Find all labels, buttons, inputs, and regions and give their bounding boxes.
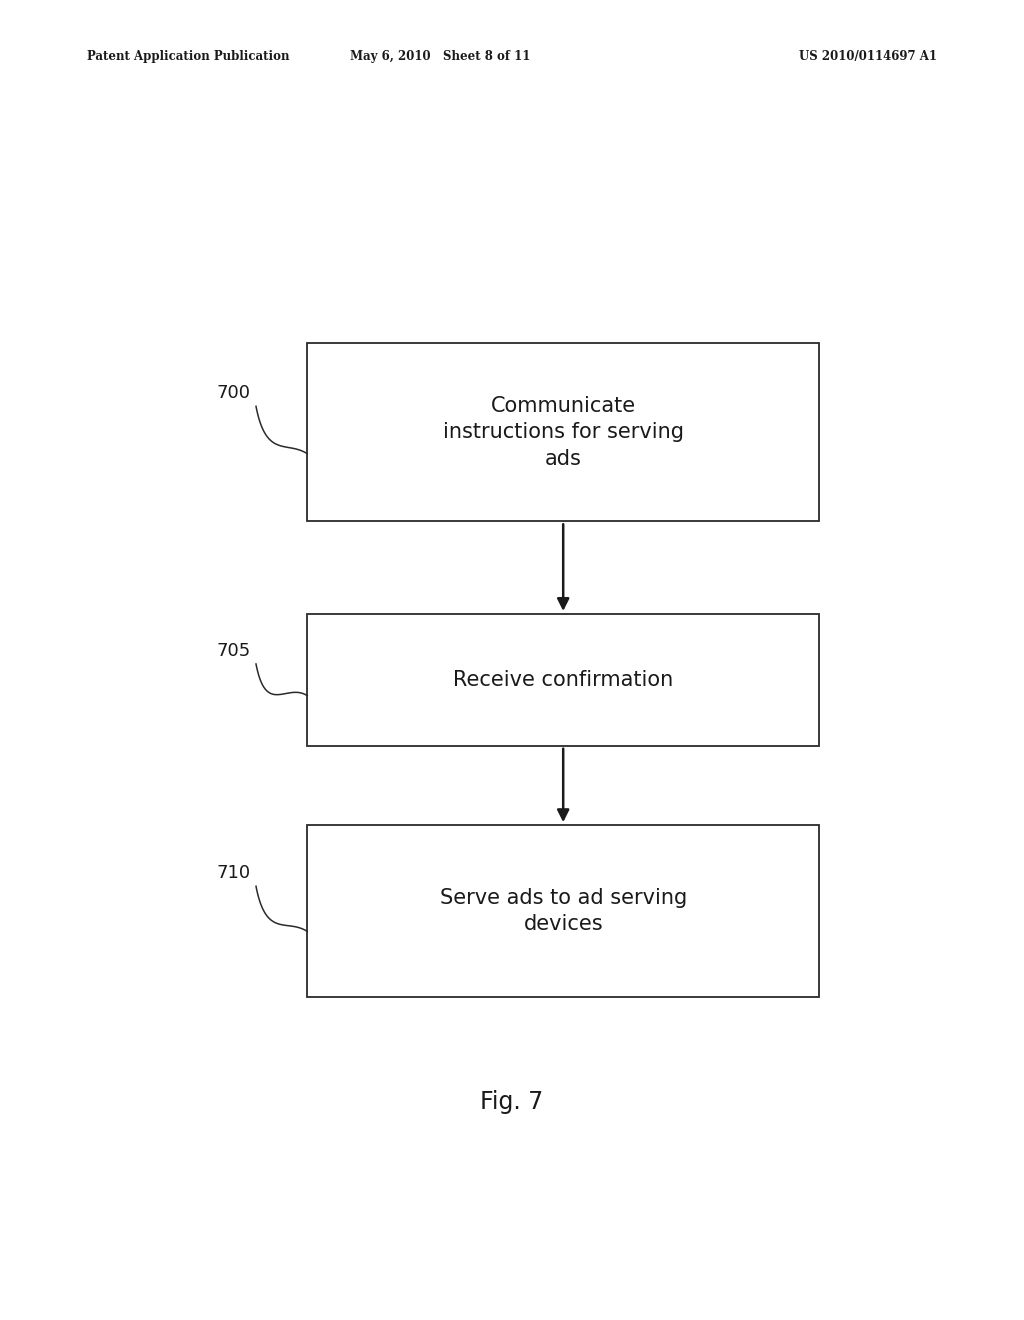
FancyBboxPatch shape [307,825,819,997]
Text: Communicate
instructions for serving
ads: Communicate instructions for serving ads [442,396,684,469]
Text: US 2010/0114697 A1: US 2010/0114697 A1 [799,50,937,63]
Text: Patent Application Publication: Patent Application Publication [87,50,290,63]
Text: 700: 700 [217,384,251,403]
Text: Receive confirmation: Receive confirmation [453,669,674,690]
FancyBboxPatch shape [307,343,819,521]
Text: May 6, 2010   Sheet 8 of 11: May 6, 2010 Sheet 8 of 11 [350,50,530,63]
Text: 705: 705 [217,642,251,660]
Text: Fig. 7: Fig. 7 [480,1090,544,1114]
Text: 710: 710 [217,865,251,882]
Text: Serve ads to ad serving
devices: Serve ads to ad serving devices [439,887,687,935]
FancyBboxPatch shape [307,614,819,746]
